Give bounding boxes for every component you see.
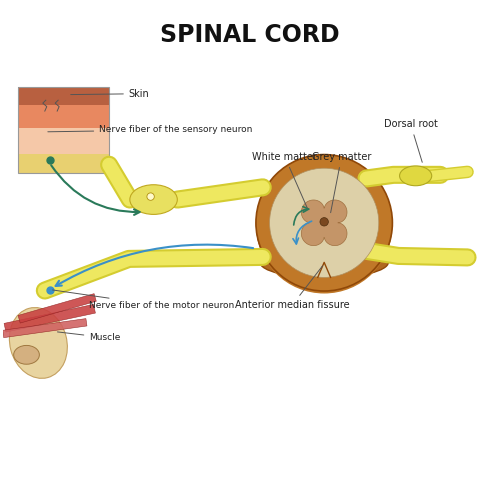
- Circle shape: [256, 156, 392, 292]
- Text: Anterior median fissure: Anterior median fissure: [234, 266, 350, 310]
- Circle shape: [147, 193, 154, 200]
- Bar: [18, 128, 109, 154]
- Text: SPINAL CORD: SPINAL CORD: [160, 22, 340, 46]
- Polygon shape: [18, 294, 96, 323]
- Text: Skin: Skin: [70, 88, 150, 99]
- Bar: [18, 154, 109, 174]
- Polygon shape: [302, 200, 347, 246]
- Polygon shape: [4, 304, 96, 332]
- Polygon shape: [2, 318, 87, 338]
- Ellipse shape: [10, 308, 68, 378]
- Text: White matter: White matter: [252, 152, 318, 208]
- Text: Grey matter: Grey matter: [312, 152, 371, 212]
- Circle shape: [256, 154, 392, 291]
- Text: Muscle: Muscle: [58, 332, 120, 342]
- Circle shape: [256, 154, 392, 291]
- Ellipse shape: [260, 246, 388, 278]
- Circle shape: [256, 157, 392, 294]
- Bar: [18, 105, 109, 128]
- Circle shape: [256, 156, 392, 292]
- Ellipse shape: [14, 346, 40, 364]
- Circle shape: [270, 168, 379, 278]
- Ellipse shape: [400, 166, 432, 186]
- Ellipse shape: [130, 184, 178, 214]
- Bar: [18, 87, 109, 105]
- Text: Nerve fiber of the sensory neuron: Nerve fiber of the sensory neuron: [48, 126, 253, 134]
- Circle shape: [320, 218, 328, 226]
- Text: Nerve fiber of the motor neuron: Nerve fiber of the motor neuron: [52, 290, 234, 310]
- Text: Dorsal root: Dorsal root: [384, 120, 438, 162]
- Bar: [18, 87, 109, 174]
